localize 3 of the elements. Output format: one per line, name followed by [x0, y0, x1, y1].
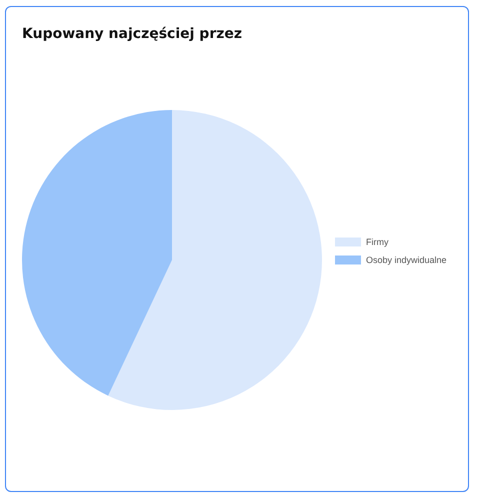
- chart-title: Kupowany najczęściej przez: [22, 26, 242, 42]
- legend-label: Osoby indywidualne: [366, 255, 447, 265]
- legend-label: Firmy: [366, 237, 389, 247]
